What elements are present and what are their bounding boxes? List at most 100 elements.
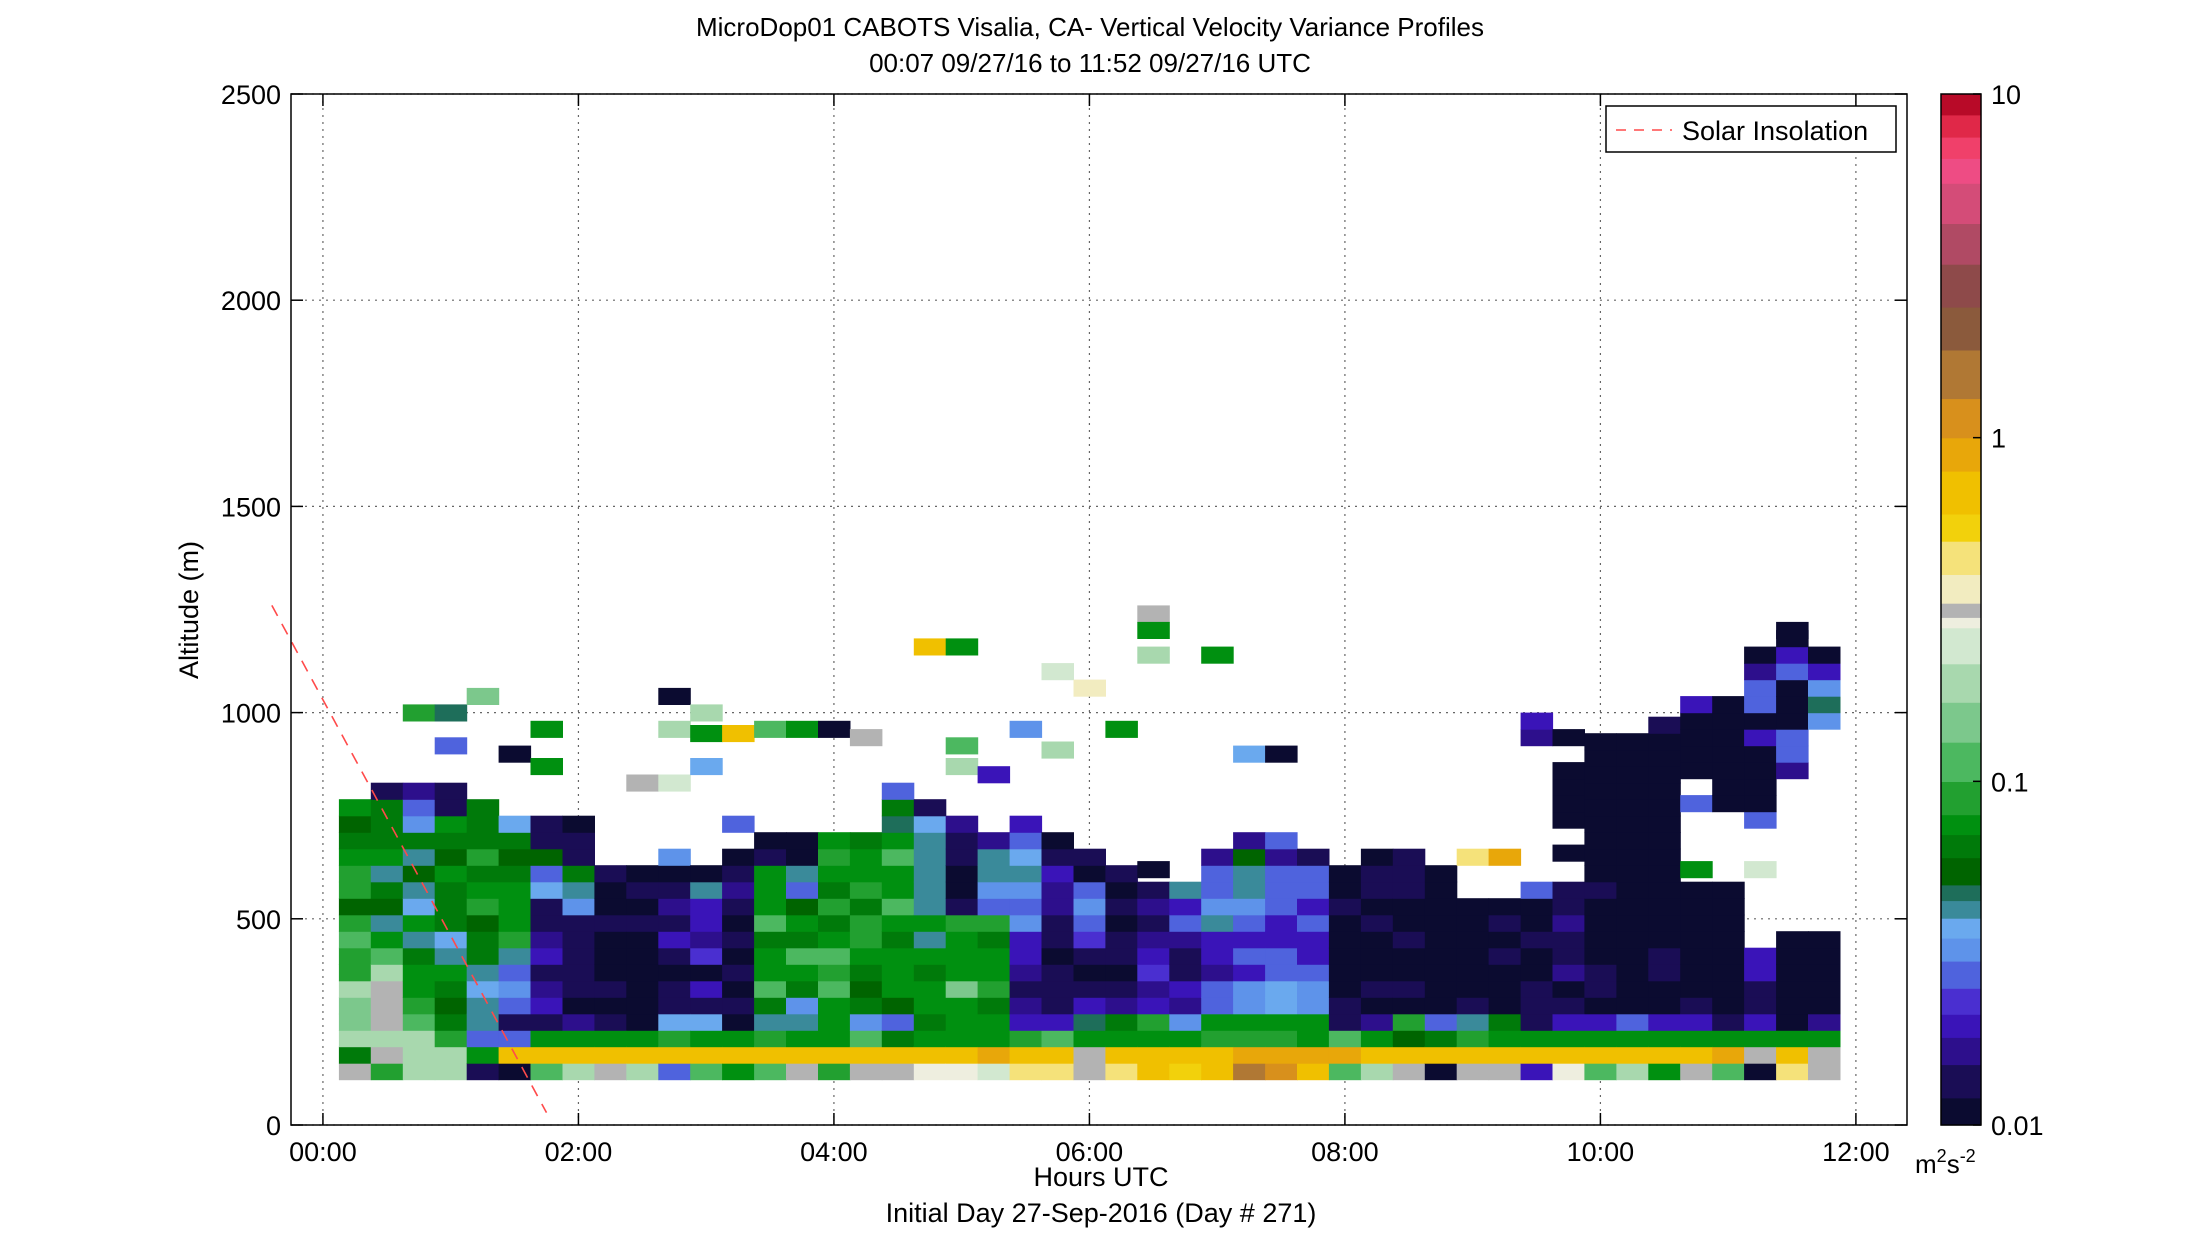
heatmap-cell bbox=[434, 1063, 468, 1081]
colorbar-unit-mid: s bbox=[1947, 1149, 1960, 1179]
heatmap-cell bbox=[338, 848, 372, 866]
heatmap-cell bbox=[786, 865, 819, 883]
heatmap-cell bbox=[626, 865, 659, 883]
heatmap-cell bbox=[818, 997, 851, 1015]
heatmap-cell bbox=[498, 898, 532, 916]
heatmap-cell bbox=[1424, 865, 1458, 883]
heatmap-cell bbox=[498, 848, 532, 866]
heatmap-cell bbox=[1392, 1030, 1426, 1048]
heatmap-cell bbox=[945, 931, 979, 949]
heatmap-cell bbox=[1041, 741, 1074, 759]
heatmap-cell bbox=[1201, 1063, 1234, 1081]
heatmap-cell bbox=[1424, 881, 1458, 899]
colorbar-swatch bbox=[1941, 663, 1981, 703]
heatmap-cell bbox=[1424, 1046, 1458, 1064]
y-axis-label: Altitude (m) bbox=[174, 541, 204, 679]
heatmap-cell bbox=[1105, 947, 1138, 965]
heatmap-cell bbox=[1648, 980, 1681, 998]
heatmap-cell bbox=[1297, 947, 1330, 965]
heatmap-cell bbox=[1648, 1013, 1681, 1031]
heatmap-cell bbox=[1201, 848, 1234, 866]
heatmap-cell bbox=[1744, 1030, 1777, 1048]
heatmap-cell bbox=[1712, 964, 1745, 982]
colorbar-swatch bbox=[1941, 114, 1981, 138]
heatmap-cell bbox=[1744, 679, 1777, 697]
heatmap-cell bbox=[434, 799, 468, 817]
heatmap-cell bbox=[1041, 663, 1074, 681]
heatmap-cell bbox=[1456, 1030, 1490, 1048]
heatmap-cell bbox=[1552, 997, 1585, 1015]
heatmap-cell bbox=[786, 848, 819, 866]
heatmap-cell bbox=[1328, 947, 1362, 965]
heatmap-cell bbox=[1360, 914, 1394, 932]
heatmap-cell bbox=[945, 815, 979, 833]
heatmap-cell bbox=[658, 1013, 691, 1031]
heatmap-cell bbox=[881, 997, 915, 1015]
heatmap-cell bbox=[818, 898, 851, 916]
heatmap-cell bbox=[338, 1046, 372, 1064]
heatmap-cell bbox=[977, 766, 1011, 784]
heatmap-cell bbox=[849, 1013, 883, 1031]
heatmap-cell bbox=[945, 638, 979, 656]
heatmap-cell bbox=[402, 1063, 436, 1081]
colorbar-swatch bbox=[1941, 1064, 1981, 1099]
heatmap-cell bbox=[945, 1030, 979, 1048]
colorbar-tick-label: 0.01 bbox=[1991, 1111, 2044, 1141]
heatmap-cell bbox=[370, 865, 404, 883]
heatmap-cell bbox=[1712, 1013, 1745, 1031]
heatmap-cell bbox=[1041, 1013, 1074, 1031]
colorbar-ticks: 0.01 0.1 1 10 bbox=[1973, 80, 2044, 1141]
heatmap-cell bbox=[466, 1013, 500, 1031]
heatmap-cell bbox=[1041, 997, 1074, 1015]
heatmap-cell bbox=[466, 832, 500, 850]
colorbar-swatch bbox=[1941, 223, 1981, 265]
heatmap-cell bbox=[434, 1013, 468, 1031]
x-tick-label: 04:00 bbox=[800, 1137, 868, 1167]
heatmap-cell bbox=[1584, 1046, 1617, 1064]
heatmap-cell bbox=[498, 832, 532, 850]
heatmap-cell bbox=[1009, 720, 1043, 738]
heatmap-cell bbox=[562, 881, 595, 899]
heatmap-cell bbox=[722, 997, 755, 1015]
heatmap-cell bbox=[849, 1063, 883, 1081]
heatmap-cell bbox=[977, 1063, 1011, 1081]
heatmap-cell bbox=[1776, 980, 1809, 998]
heatmap-cell bbox=[562, 997, 595, 1015]
heatmap-cell bbox=[945, 848, 979, 866]
heatmap-cell bbox=[402, 881, 436, 899]
heatmap-cell bbox=[434, 931, 468, 949]
heatmap-cell bbox=[881, 848, 915, 866]
heatmap-cell bbox=[881, 898, 915, 916]
heatmap-cell bbox=[530, 832, 563, 850]
heatmap-cell bbox=[1073, 964, 1106, 982]
heatmap-cell bbox=[818, 1046, 851, 1064]
heatmap-cell bbox=[1552, 947, 1585, 965]
heatmap-cell bbox=[1392, 914, 1426, 932]
heatmap-cell bbox=[1744, 696, 1777, 714]
heatmap-cell bbox=[881, 1013, 915, 1031]
heatmap-cell bbox=[1616, 815, 1649, 833]
heatmap-cell bbox=[1265, 997, 1298, 1015]
colorbar-swatch bbox=[1941, 437, 1981, 472]
heatmap-cell bbox=[786, 1030, 819, 1048]
heatmap-cell bbox=[1233, 1030, 1266, 1048]
heatmap-cell bbox=[1009, 980, 1043, 998]
heatmap-cell bbox=[1073, 1063, 1106, 1081]
heatmap-cell bbox=[754, 980, 787, 998]
heatmap-cell bbox=[1744, 964, 1777, 982]
heatmap-cell bbox=[562, 964, 595, 982]
colorbar-swatch bbox=[1941, 471, 1981, 515]
heatmap-cell bbox=[530, 1063, 563, 1081]
heatmap-cell bbox=[338, 980, 372, 998]
heatmap-cell bbox=[1233, 964, 1266, 982]
heatmap-cell bbox=[1520, 964, 1554, 982]
heatmap-cell bbox=[849, 947, 883, 965]
heatmap-cell bbox=[1552, 811, 1585, 829]
heatmap-cell bbox=[626, 914, 659, 932]
heatmap-cell bbox=[881, 947, 915, 965]
heatmap-cell bbox=[658, 1030, 691, 1048]
heatmap-cell bbox=[1584, 881, 1617, 899]
heatmap-cell bbox=[1584, 1030, 1617, 1048]
heatmap-cell bbox=[658, 980, 691, 998]
